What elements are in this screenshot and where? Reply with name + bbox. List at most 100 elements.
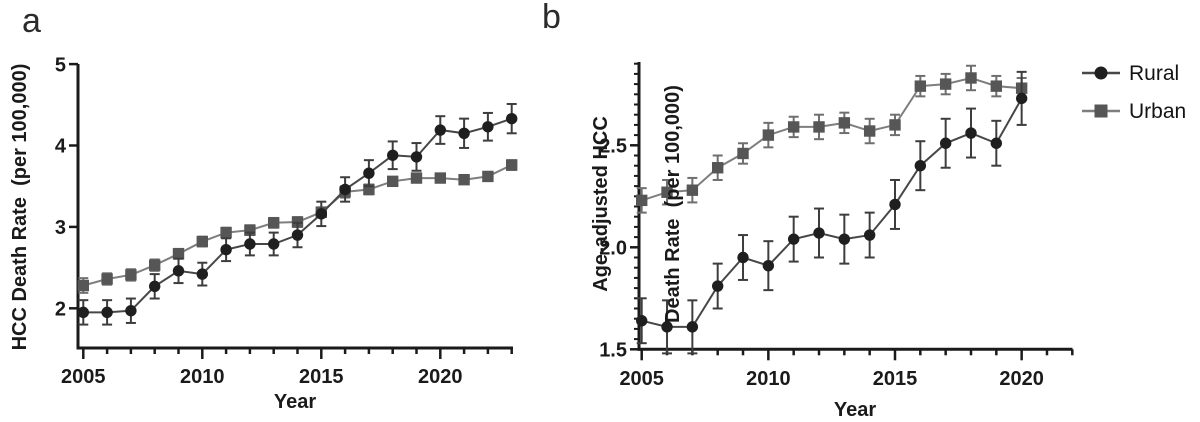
panel-a-series-urban-marker bbox=[458, 173, 470, 186]
panel-b-series-urban-marker bbox=[965, 72, 977, 84]
panel-a-series-urban-marker bbox=[101, 273, 113, 285]
panel-b-series-urban-marker bbox=[813, 121, 825, 133]
panel-b-series-urban-marker bbox=[863, 125, 876, 137]
panel-b-series-rural-marker bbox=[863, 229, 876, 241]
panel-b-series-urban-marker bbox=[762, 129, 775, 141]
panel-a-y-tick-label: 4 bbox=[55, 136, 67, 158]
panel-a-y-tick-label: 5 bbox=[55, 54, 66, 76]
panel-a-x-tick-label: 2010 bbox=[180, 366, 225, 388]
panel-a-series-rural-marker bbox=[387, 149, 399, 161]
panel-a-series-urban-marker bbox=[363, 183, 375, 196]
panel-a-series-rural-marker bbox=[315, 208, 327, 220]
panel-a-series-urban-marker bbox=[77, 279, 89, 292]
panel-b-series-urban-marker bbox=[838, 117, 851, 129]
panel-a-y-tick-label: 3 bbox=[55, 217, 66, 239]
panel-a-series-urban-marker bbox=[220, 226, 232, 239]
panel-b-series-urban-marker bbox=[686, 184, 699, 196]
panel-a-series-rural-marker bbox=[291, 229, 304, 241]
panel-b-series-urban-marker bbox=[636, 194, 648, 207]
panel-b-x-tick-label: 2020 bbox=[999, 368, 1044, 390]
panel-b-y-tick-label: 2.5 bbox=[599, 136, 627, 158]
panel-a-series-rural-marker bbox=[196, 268, 208, 280]
panel-a-x-tick-label: 2005 bbox=[61, 366, 106, 388]
panel-b-series-urban-marker bbox=[914, 80, 927, 92]
panel-b-series-rural-marker bbox=[636, 315, 648, 327]
panel-a-letter: a bbox=[22, 2, 41, 40]
panel-b-series-rural-marker bbox=[914, 160, 927, 172]
panel-b-series-rural-marker bbox=[1015, 92, 1028, 105]
panel-a-series-urban-marker bbox=[125, 269, 137, 281]
panel-b-x-tick-label: 2015 bbox=[873, 368, 918, 390]
panel-b-series-rural-marker bbox=[838, 233, 851, 245]
panel-a-series-rural-marker bbox=[506, 112, 518, 125]
panel-b-series-rural-marker bbox=[965, 127, 977, 139]
panel-a-series-rural-marker bbox=[172, 265, 185, 277]
panel-a-series-rural-marker bbox=[339, 183, 351, 196]
panel-b-y-tick-label: 2.0 bbox=[599, 238, 627, 260]
panel-a-series-rural-marker bbox=[125, 305, 137, 317]
legend: Rural Urban bbox=[1082, 58, 1186, 134]
legend-label-rural: Rural bbox=[1129, 61, 1180, 85]
panel-b-series-urban-marker bbox=[711, 162, 724, 174]
urban-legend-marker bbox=[1094, 104, 1108, 118]
panel-b-x-axis-title: Year bbox=[833, 399, 877, 421]
panel-a-series-rural-marker bbox=[268, 238, 280, 250]
panel-a-series-rural-marker bbox=[434, 124, 446, 136]
panel-b-series-rural-marker bbox=[686, 321, 699, 333]
panel-a-y-axis-title: HCC Death Rate (per 100,000) bbox=[9, 63, 31, 351]
legend-item-urban: Urban bbox=[1082, 96, 1186, 126]
panel-a-series-urban-marker bbox=[268, 217, 280, 229]
panel-a-series-urban-marker bbox=[434, 172, 446, 184]
legend-item-rural: Rural bbox=[1082, 58, 1186, 88]
panel-a-series-rural-marker bbox=[77, 306, 90, 319]
panel-b-series-urban-marker bbox=[787, 121, 800, 133]
panel-a-series-urban-marker bbox=[196, 235, 208, 248]
panel-b-x-tick-label: 2005 bbox=[619, 368, 664, 390]
panel-b-series-urban-marker bbox=[990, 80, 1003, 92]
panel-b-y-tick-label: 1.5 bbox=[599, 340, 627, 362]
panel-b-series-urban-line bbox=[641, 76, 1022, 202]
panel-b-series-urban-marker bbox=[737, 147, 749, 160]
panel-b-series-rural-marker bbox=[813, 227, 825, 239]
panel-a-y-tick-label: 2 bbox=[55, 299, 66, 321]
panel-b-series-rural-marker bbox=[990, 137, 1003, 149]
urban-marker-icon bbox=[1082, 104, 1120, 118]
panel-b-series-rural-marker bbox=[737, 251, 749, 264]
panel-b-y-axis-title-line2: Death Rate (per 100,000) bbox=[662, 85, 684, 323]
panel-a-x-axis-title: Year bbox=[273, 391, 317, 413]
panel-b-x-tick-label: 2010 bbox=[746, 368, 791, 390]
panel-a-series-urban-marker bbox=[482, 170, 494, 183]
panel-b-series-urban-marker bbox=[889, 119, 901, 131]
panel-b-series-rural-line bbox=[641, 97, 1023, 328]
panel-a-series-rural-line bbox=[83, 117, 513, 314]
panel-a-series-rural-marker bbox=[101, 306, 113, 319]
rural-legend-marker bbox=[1094, 66, 1108, 80]
panel-b-letter: b bbox=[542, 0, 561, 36]
panel-b-series-rural-marker bbox=[889, 198, 901, 211]
panel-b-y-axis-title: Age-adjusted HCC Death Rate (per 100,000… bbox=[541, 39, 684, 369]
panel-a-series-rural-marker bbox=[363, 167, 375, 179]
panel-a-series-rural-marker bbox=[482, 121, 494, 133]
legend-label-urban: Urban bbox=[1129, 99, 1187, 123]
rural-marker-icon bbox=[1082, 66, 1120, 80]
panel-a-series-urban-marker bbox=[149, 259, 161, 271]
panel-a-x-tick-label: 2020 bbox=[418, 366, 463, 388]
panel-b-series-rural-marker bbox=[762, 259, 775, 272]
panel-a-series-urban-marker bbox=[387, 175, 399, 188]
panel-a-series-urban-marker bbox=[244, 224, 256, 236]
panel-a-series-rural-marker bbox=[220, 243, 232, 256]
panel-a-series-urban-marker bbox=[506, 159, 518, 171]
panel-a-series-urban-marker bbox=[172, 248, 185, 260]
panel-b-series-rural-marker bbox=[661, 321, 673, 333]
panel-a-x-tick-label: 2015 bbox=[299, 366, 344, 388]
panel-b-series-rural-marker bbox=[711, 280, 724, 292]
panel-a-series-rural-marker bbox=[149, 280, 161, 293]
panel-b-series-rural-marker bbox=[939, 137, 952, 149]
panel-a-series-rural-marker bbox=[458, 127, 470, 139]
panel-b-series-urban-marker bbox=[939, 78, 952, 90]
panel-b-series-urban-marker bbox=[661, 186, 673, 198]
panel-b-series-rural-marker bbox=[787, 233, 800, 245]
panel-a-series-urban-marker bbox=[410, 172, 423, 184]
